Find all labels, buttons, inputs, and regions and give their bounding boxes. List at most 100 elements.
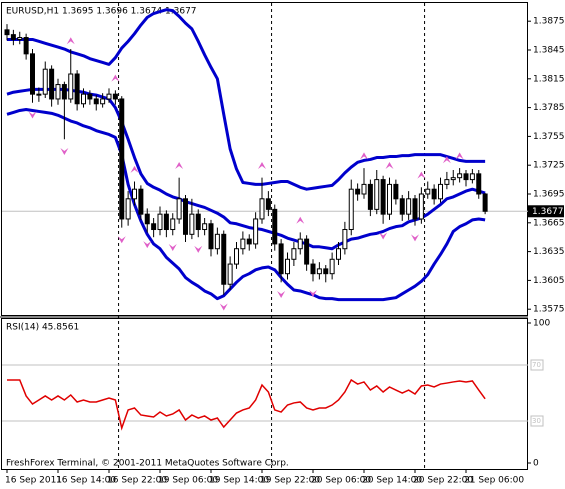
candle-body: [418, 193, 424, 220]
rsi-pane: [1, 318, 528, 470]
candle-body: [329, 258, 335, 275]
level-box: [530, 359, 544, 371]
candle-body: [457, 173, 463, 179]
candle-body: [106, 93, 112, 100]
band-lower: [6, 108, 486, 302]
candle-body: [17, 37, 23, 40]
candle-body: [412, 198, 418, 220]
rsi-title: RSI(14) 45.8561: [6, 323, 79, 333]
candle-body: [49, 68, 55, 100]
candle-body: [55, 84, 61, 100]
candle-body: [4, 29, 10, 36]
fractal-up: [442, 156, 451, 164]
candle-body: [316, 268, 322, 275]
fractal-up: [360, 152, 368, 160]
band-middle: [6, 87, 486, 251]
x-tick-label: 16 Sep 14:00: [56, 476, 116, 486]
level-label: 70: [532, 361, 541, 369]
y-tick-label: 1.3845: [533, 46, 565, 56]
candle-body: [42, 68, 48, 95]
candle-body: [81, 93, 86, 105]
candle-body: [23, 37, 29, 55]
fractal-up: [66, 37, 75, 45]
y-tick-label: 1.3575: [533, 305, 565, 315]
main-pane: [1, 2, 528, 316]
candle-body: [183, 198, 188, 235]
candle-body: [10, 34, 16, 40]
rsi-line: [7, 378, 486, 431]
candle-body: [208, 223, 214, 250]
fractal-down: [309, 290, 317, 298]
x-tick-label: 16 Sep 22:00: [107, 476, 167, 486]
candle-body: [195, 213, 201, 231]
fractal-down: [168, 243, 177, 251]
candle-body: [399, 198, 405, 215]
candle-body: [36, 93, 42, 96]
candle-body: [380, 179, 386, 215]
candle-body: [425, 188, 431, 195]
current-price-label: 1.3677: [532, 207, 564, 217]
candle-body: [68, 73, 74, 100]
candle-body: [253, 218, 259, 245]
candle-body: [393, 183, 399, 200]
x-tick-label: 16 Sep 2011: [5, 476, 62, 486]
fractal-up: [258, 162, 266, 169]
y-tick-label: 1.3635: [533, 247, 565, 257]
pane-splitter: [0, 316, 528, 318]
candle-body: [444, 179, 450, 185]
y-tick-label: 1.3695: [533, 190, 565, 200]
candle-body: [278, 243, 284, 275]
candle-body: [144, 213, 150, 225]
candle-body: [163, 213, 169, 231]
y-tick-label: 100: [533, 319, 550, 329]
candle-body: [355, 188, 361, 195]
candle-body: [482, 193, 488, 212]
footer: FreshForex Terminal, © 2001-2011 MetaQuo…: [6, 459, 289, 469]
x-tick-label: 19 Sep 22:00: [260, 476, 320, 486]
fractal-down: [28, 111, 37, 119]
candle-body: [30, 53, 35, 95]
candle-body: [119, 98, 125, 220]
y-tick-label: 1.3725: [533, 161, 565, 171]
candle-body: [342, 229, 348, 250]
candle-body: [272, 208, 278, 245]
candle-body: [463, 173, 469, 181]
y-tick-label: 1.3665: [533, 218, 565, 228]
candle-body: [234, 248, 239, 265]
candle-body: [100, 98, 106, 105]
candle-body: [112, 93, 118, 100]
fractal-up: [111, 74, 120, 82]
candle-body: [227, 263, 233, 285]
candle-body: [240, 238, 246, 250]
candle-body: [202, 223, 208, 231]
candle-body: [170, 218, 176, 231]
y-tick-label: 1.3755: [533, 132, 565, 142]
candle-body: [132, 188, 137, 200]
y-tick-label: 1.3875: [533, 17, 565, 27]
candle-body: [406, 198, 412, 215]
x-tick-label: 20 Sep 22:00: [413, 476, 473, 486]
y-tick-label: 1.3605: [533, 276, 565, 286]
fractal-up: [296, 216, 305, 224]
y-tick-label: 1.3785: [533, 103, 565, 113]
candle-body: [259, 198, 265, 220]
y-tick-label: 1.3815: [533, 74, 565, 84]
candle-body: [469, 173, 475, 181]
candle-body: [176, 198, 182, 220]
candle-body: [74, 73, 80, 105]
candle-body: [265, 198, 271, 210]
fractal-down: [117, 236, 126, 244]
candle-body: [348, 188, 354, 231]
fractal-down: [143, 241, 152, 249]
candle-body: [151, 223, 157, 231]
x-tick-label: 19 Sep 06:00: [158, 476, 218, 486]
x-tick-label: 20 Sep 14:00: [362, 476, 422, 486]
x-tick-label: 19 Sep 14:00: [209, 476, 269, 486]
candle-body: [310, 263, 316, 275]
level-box: [530, 415, 544, 427]
candle-body: [246, 238, 252, 245]
chart-title: EURUSD,H1 1.3695 1.3696 1.3674 1.3677: [6, 7, 197, 17]
candle-body: [291, 248, 297, 260]
candle-body: [297, 238, 303, 250]
